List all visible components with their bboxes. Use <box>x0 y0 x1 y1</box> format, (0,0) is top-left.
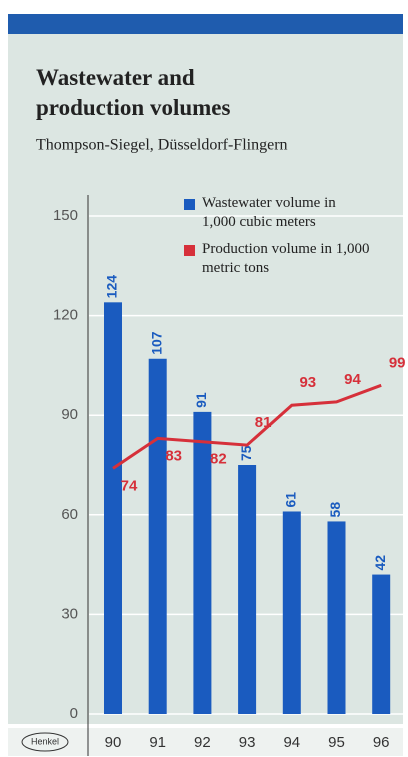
bar <box>372 574 391 714</box>
y-tick-label: 90 <box>61 406 78 423</box>
bar <box>238 465 257 714</box>
logo-oval <box>21 732 69 752</box>
line-value-label: 81 <box>255 414 272 431</box>
legend-swatch <box>184 245 195 256</box>
top-band <box>8 14 403 34</box>
bar-value-label: 91 <box>193 392 209 408</box>
line-value-label: 83 <box>165 447 182 464</box>
line-value-label: 94 <box>344 371 361 388</box>
y-tick-label: 150 <box>53 207 78 224</box>
x-tick-label: 95 <box>328 734 345 751</box>
x-tick-label: 91 <box>149 734 166 751</box>
x-tick-label: 93 <box>239 734 256 751</box>
legend-label: Production volume in 1,000 metric tons <box>202 241 370 276</box>
x-tick-label: 96 <box>373 734 390 751</box>
chart-subtitle: Thompson-Siegel, Düsseldorf-Flingern <box>36 137 288 154</box>
x-tick-label: 94 <box>283 734 300 751</box>
x-band <box>8 728 403 756</box>
bar <box>148 358 167 714</box>
chart-title: Wastewater and production volumes <box>36 65 231 120</box>
bar <box>327 521 346 714</box>
y-tick-label: 30 <box>61 605 78 622</box>
line <box>112 383 382 470</box>
x-tick-label: 90 <box>105 734 122 751</box>
y-tick-label: 120 <box>53 307 78 324</box>
x-tick-label: 92 <box>194 734 211 751</box>
bar-value-label: 42 <box>372 555 388 571</box>
line-value-label: 93 <box>299 374 316 391</box>
y-tick-label: 0 <box>70 705 78 722</box>
bar-value-label: 124 <box>104 275 120 299</box>
legend-swatch <box>184 199 195 210</box>
line-value-label: 99 <box>389 354 406 371</box>
line-value-label: 82 <box>210 451 227 468</box>
logo: Henkel <box>31 736 59 746</box>
y-tick-label: 60 <box>61 506 78 523</box>
bar-value-label: 107 <box>148 331 164 355</box>
legend-label: Wastewater volume in 1,000 cubic meters <box>202 195 336 230</box>
bar-value-label: 61 <box>283 492 299 508</box>
bar <box>282 511 301 714</box>
line-value-label: 74 <box>121 477 138 494</box>
bar <box>193 411 212 714</box>
bar-value-label: 58 <box>327 502 343 518</box>
bar-value-label: 75 <box>238 445 254 461</box>
bar <box>104 302 122 714</box>
